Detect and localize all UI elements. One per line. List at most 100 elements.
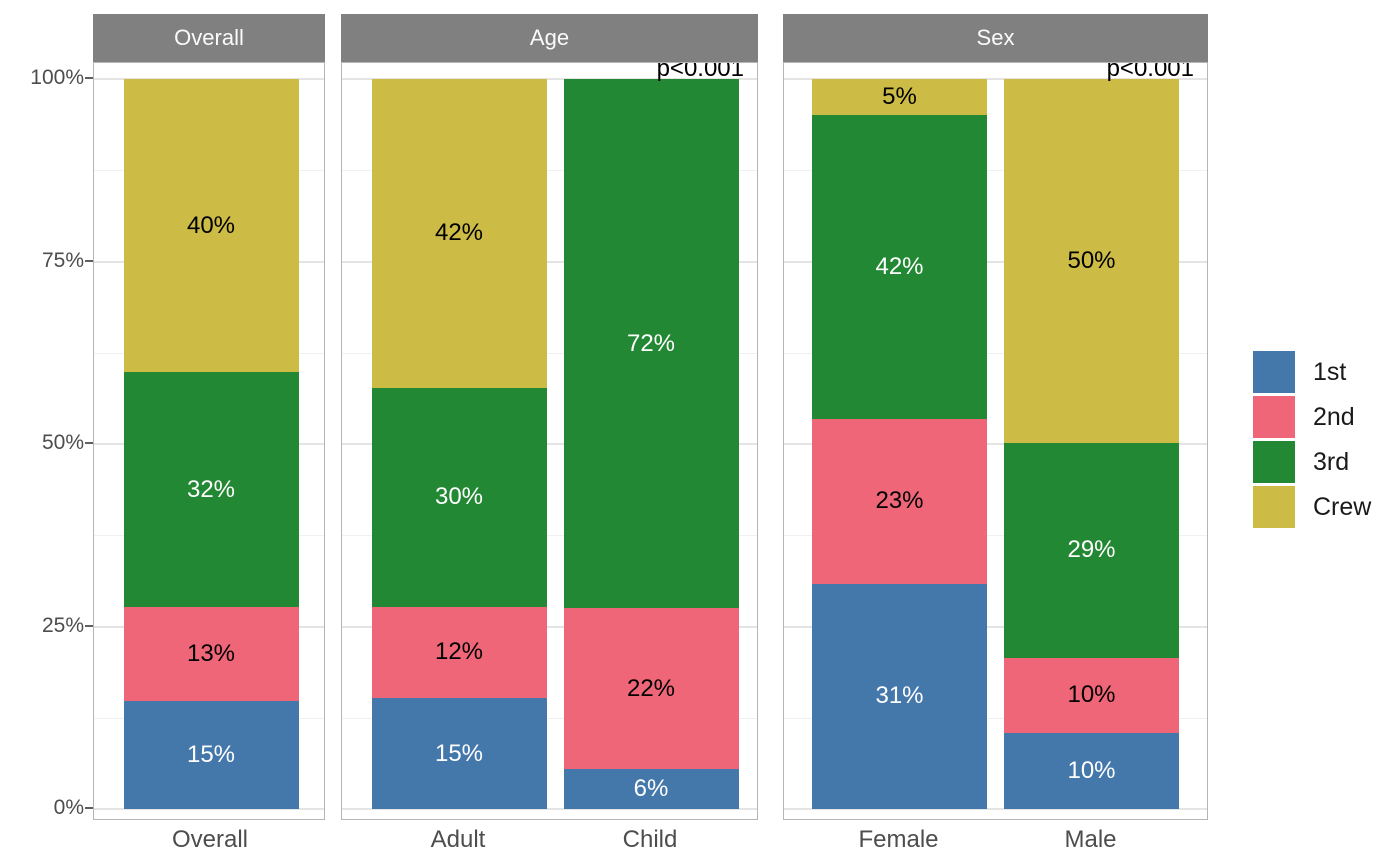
y-tick-label: 25% <box>41 613 84 637</box>
stacked-bar-female: 5% 42% 23% 31% <box>812 79 987 809</box>
bar-segment-label: 22% <box>626 674 676 702</box>
bar-segment-label: 10% <box>1067 757 1116 785</box>
bar-segment-label: 13% <box>186 639 236 667</box>
legend-swatch-2nd <box>1253 396 1295 438</box>
stacked-bar-adult: 42% 30% 12% 15% <box>371 79 547 809</box>
x-tick-label-female: Female <box>858 826 939 853</box>
bar-segment-1st: 15% <box>371 698 547 809</box>
bar-segment-3rd: 30% <box>371 387 547 607</box>
panel-body-overall: 40% 32% 13% 15% <box>93 62 325 820</box>
legend-swatch-3rd <box>1253 441 1295 483</box>
bar-segment-label: 15% <box>186 740 236 768</box>
gridline-major <box>94 808 324 810</box>
x-tick-label-adult: Adult <box>430 826 486 853</box>
y-tick-label: 100% <box>30 66 84 89</box>
gridline-major <box>784 78 1207 80</box>
legend-label-2nd: 2nd <box>1313 402 1355 431</box>
facet-strip-sex: Sex <box>783 14 1208 62</box>
facet-panel-age: Age 42% 30% 12% 15% 72% 22% 6% p<0.001 <box>341 14 758 820</box>
x-tick-label-overall: Overall <box>171 826 249 853</box>
gridline-major <box>784 443 1207 445</box>
bar-segment-crew: 42% <box>371 79 547 388</box>
gridline-minor <box>784 717 1207 719</box>
bar-segment-label: 30% <box>434 483 484 511</box>
bar-segment-2nd: 22% <box>563 608 739 769</box>
gridline-minor <box>342 352 757 354</box>
bar-segment-label: 12% <box>434 638 484 666</box>
gridline-major <box>342 260 757 263</box>
stacked-bar-overall: 40% 32% 13% 15% <box>123 79 299 809</box>
bar-segment-label: 72% <box>626 329 676 357</box>
bar-segment-label: 5% <box>882 82 917 110</box>
legend: 1st 2nd 3rd Crew <box>1253 351 1371 531</box>
y-tick-label: 75% <box>41 248 84 272</box>
bar-segment-label: 23% <box>875 487 924 515</box>
legend-swatch-crew <box>1253 486 1295 528</box>
bar-segment-crew: 40% <box>123 79 299 373</box>
gridline-major <box>784 260 1207 263</box>
bar-segment-3rd: 42% <box>812 114 987 419</box>
stacked-bar-male: 50% 29% 10% 10% <box>1004 79 1179 809</box>
bar-segment-3rd: 72% <box>563 79 739 609</box>
stacked-bar-child: 72% 22% 6% <box>563 79 739 809</box>
y-tick-mark <box>85 259 93 262</box>
bar-segment-crew: 5% <box>812 79 987 115</box>
facet-strip-overall: Overall <box>93 14 325 62</box>
y-tick-mark <box>85 77 93 79</box>
bar-segment-1st: 10% <box>1004 733 1179 809</box>
bar-segment-2nd: 23% <box>812 418 987 584</box>
y-tick-label: 0% <box>53 796 84 819</box>
y-tick-label: 50% <box>41 431 84 454</box>
bar-segment-3rd: 32% <box>123 372 299 607</box>
gridline-minor <box>342 535 757 537</box>
bar-segment-label: 40% <box>186 211 236 239</box>
bar-segment-label: 31% <box>875 682 924 710</box>
panel-body-sex: 5% 42% 23% 31% 50% 29% 10% 10% p<0.001 <box>783 62 1208 820</box>
bar-segment-2nd: 13% <box>123 606 299 701</box>
gridline-major <box>342 625 757 628</box>
legend-item-1st: 1st <box>1253 351 1371 393</box>
gridline-major <box>784 808 1207 810</box>
bar-segment-1st: 6% <box>563 768 739 809</box>
legend-label-1st: 1st <box>1313 357 1347 386</box>
bar-segment-label: 10% <box>1067 681 1116 709</box>
bar-segment-label: 42% <box>434 219 484 247</box>
legend-item-2nd: 2nd <box>1253 396 1371 438</box>
legend-label-crew: Crew <box>1313 492 1372 521</box>
x-tick-label-male: Male <box>1064 826 1117 853</box>
bar-segment-2nd: 10% <box>1004 657 1179 734</box>
facet-panel-sex: Sex 5% 42% 23% 31% 50% 29% 10% 10% p<0.001 <box>783 14 1208 820</box>
p-value-annotation: p<0.001 <box>1106 62 1194 82</box>
legend-swatch-1st <box>1253 351 1295 393</box>
legend-label-3rd: 3rd <box>1313 447 1350 476</box>
facet-panel-overall: Overall 40% 32% 13% 15% <box>93 14 325 820</box>
bar-segment-label: 32% <box>186 475 236 503</box>
gridline-major <box>342 443 757 445</box>
panel-body-age: 42% 30% 12% 15% 72% 22% 6% p<0.001 <box>341 62 758 820</box>
bar-segment-label: 50% <box>1067 246 1116 274</box>
p-value-annotation: p<0.001 <box>656 62 744 82</box>
gridline-minor <box>342 717 757 719</box>
legend-item-3rd: 3rd <box>1253 441 1371 483</box>
bar-segment-label: 15% <box>434 739 484 767</box>
bar-segment-1st: 15% <box>123 700 299 809</box>
gridline-minor <box>784 352 1207 354</box>
gridline-minor <box>784 170 1207 172</box>
y-tick-mark <box>85 442 93 444</box>
bar-segment-3rd: 29% <box>1004 442 1179 658</box>
legend-item-crew: Crew <box>1253 486 1371 528</box>
gridline-major <box>342 78 757 80</box>
gridline-major <box>784 625 1207 628</box>
gridline-minor <box>342 170 757 172</box>
x-tick-label-child: Child <box>622 826 678 853</box>
bar-segment-2nd: 12% <box>371 606 547 699</box>
bar-segment-1st: 31% <box>812 583 987 809</box>
y-tick-mark <box>85 624 93 627</box>
y-tick-mark <box>85 807 93 809</box>
bar-segment-crew: 50% <box>1004 79 1179 443</box>
gridline-minor <box>784 535 1207 537</box>
bar-segment-label: 29% <box>1067 536 1116 564</box>
gridline-major <box>342 808 757 810</box>
facet-strip-age: Age <box>341 14 758 62</box>
